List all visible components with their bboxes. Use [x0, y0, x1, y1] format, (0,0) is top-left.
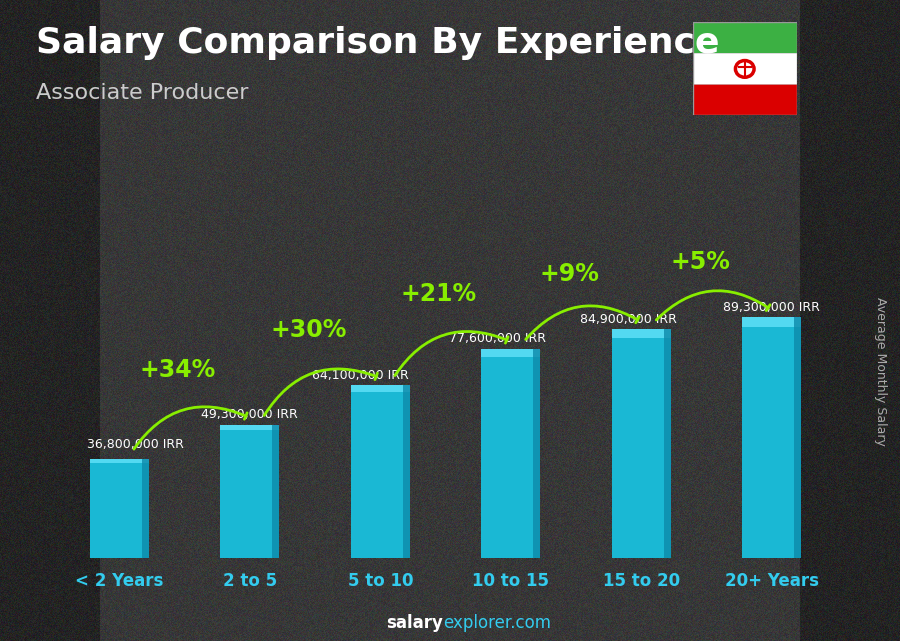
Bar: [693, 85, 796, 115]
Bar: [351, 385, 410, 558]
Text: +30%: +30%: [270, 318, 346, 342]
Bar: [482, 349, 540, 357]
Bar: [693, 22, 796, 53]
Bar: [612, 329, 670, 558]
Bar: [482, 349, 540, 558]
Text: 77,600,000 IRR: 77,600,000 IRR: [449, 332, 546, 345]
Bar: [402, 385, 410, 558]
Bar: [220, 425, 279, 558]
Text: 49,300,000 IRR: 49,300,000 IRR: [202, 408, 298, 421]
Text: +9%: +9%: [539, 262, 599, 286]
Text: 64,100,000 IRR: 64,100,000 IRR: [312, 369, 409, 381]
Text: Salary Comparison By Experience: Salary Comparison By Experience: [36, 26, 719, 60]
Bar: [533, 349, 540, 558]
Bar: [742, 317, 801, 327]
Bar: [90, 458, 148, 463]
Bar: [663, 329, 670, 558]
Text: explorer.com: explorer.com: [443, 614, 551, 632]
Text: Average Monthly Salary: Average Monthly Salary: [874, 297, 886, 446]
Bar: [693, 53, 796, 85]
Text: salary: salary: [386, 614, 443, 632]
Bar: [794, 317, 801, 558]
Text: +34%: +34%: [140, 358, 216, 381]
Bar: [351, 385, 410, 392]
Text: 89,300,000 IRR: 89,300,000 IRR: [724, 301, 820, 313]
Text: 36,800,000 IRR: 36,800,000 IRR: [86, 438, 184, 451]
Bar: [90, 458, 148, 558]
Text: +21%: +21%: [400, 281, 477, 306]
Bar: [612, 329, 670, 338]
Text: 84,900,000 IRR: 84,900,000 IRR: [580, 313, 677, 326]
Bar: [742, 317, 801, 558]
Text: +5%: +5%: [670, 250, 730, 274]
Text: Associate Producer: Associate Producer: [36, 83, 248, 103]
Bar: [220, 425, 279, 430]
Bar: [272, 425, 279, 558]
Bar: [141, 458, 149, 558]
